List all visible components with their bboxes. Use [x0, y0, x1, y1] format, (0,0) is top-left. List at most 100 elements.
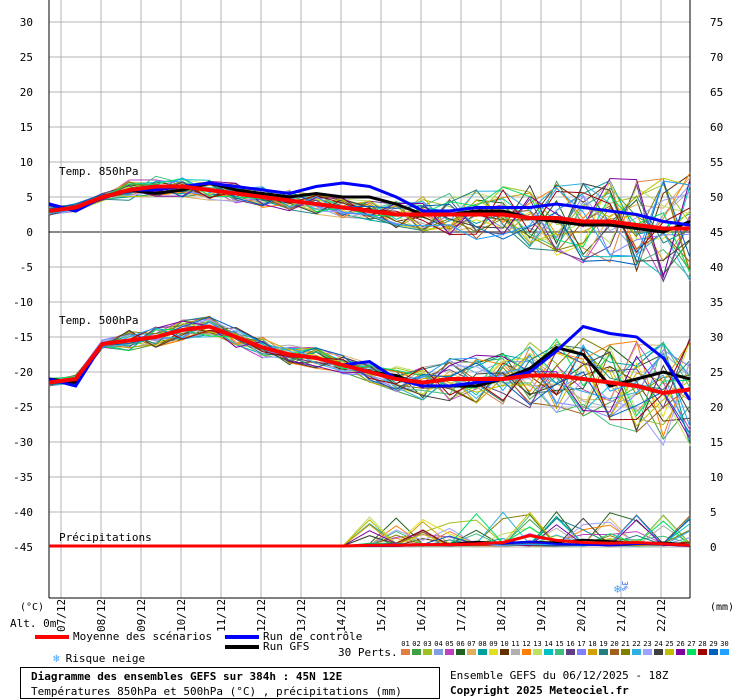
right-tick-label: 35: [710, 296, 723, 309]
right-tick-label: 75: [710, 16, 723, 29]
series-t850-line: [48, 181, 691, 234]
snow-risk-marker: 3% ❄: [614, 581, 629, 596]
perturbation-number: 18: [588, 640, 597, 648]
perturbation-number: 14: [544, 640, 553, 648]
perturbation-swatch: [412, 649, 421, 655]
perturbation-legend-item: 25: [664, 640, 675, 655]
perturbation-legend-item: 19: [598, 640, 609, 655]
perturbation-legend-item: 26: [675, 640, 686, 655]
x-tick-label: 20/12: [575, 599, 588, 632]
perturbation-number: 08: [478, 640, 487, 648]
perturbation-swatch: [434, 649, 443, 655]
x-axis: 07/12 08/12 09/12 10/12 11/12 12/12 13/12 14/12…: [55, 599, 668, 632]
legend-mean-label: Moyenne des scénarios: [73, 630, 213, 643]
perturbation-legend-item: 04: [433, 640, 444, 655]
perturbation-swatch: [577, 649, 586, 655]
perturbation-number: 10: [500, 640, 509, 648]
perturbation-line: [48, 315, 691, 403]
perturbation-swatch: [500, 649, 509, 655]
footer-run-info: Ensemble GEFS du 06/12/2025 - 18Z: [450, 669, 669, 682]
right-tick-label: 50: [710, 191, 723, 204]
perturbation-number: 04: [434, 640, 443, 648]
perturbation-swatch: [522, 649, 531, 655]
perturbation-swatch: [709, 649, 718, 655]
x-tick-label: 07/12: [55, 599, 68, 632]
right-axis-unit: (mm): [710, 602, 734, 613]
perturbation-legend-item: 02: [411, 640, 422, 655]
perturbation-legend-item: 05: [444, 640, 455, 655]
perturbation-swatch: [467, 649, 476, 655]
perturbation-number: 02: [412, 640, 421, 648]
snowflake-icon: ❄: [53, 652, 60, 665]
footer-title-box: Diagramme des ensembles GEFS sur 384h : …: [20, 667, 440, 699]
x-tick-label: 15/12: [375, 599, 388, 632]
perturbation-swatch: [599, 649, 608, 655]
left-tick-label: 5: [26, 191, 33, 204]
left-axis: 30 25 20 15 10 5 0 -5 -10 -15 -20 -25 -30 -35 -40 -45: [13, 16, 33, 554]
perturbation-legend-item: 13: [532, 640, 543, 655]
perturbation-swatch: [687, 649, 696, 655]
grid: [48, 0, 691, 599]
perturbation-legend-item: 23: [642, 640, 653, 655]
perturbation-swatch: [401, 649, 410, 655]
perturbation-swatch: [720, 649, 729, 655]
perturbation-number: 16: [566, 640, 575, 648]
perturbation-number: 06: [456, 640, 465, 648]
x-tick-label: 22/12: [655, 599, 668, 632]
perturbation-legend-item: 29: [708, 640, 719, 655]
series-t500-line: [48, 324, 691, 396]
perturbation-swatch: [445, 649, 454, 655]
perturbation-legend-item: 18: [587, 640, 598, 655]
legend-control: Run de contrôle: [225, 630, 362, 643]
left-tick-label: -30: [13, 436, 33, 449]
series-t850-line: [48, 181, 691, 227]
left-tick-label: 20: [20, 86, 33, 99]
left-tick-label: -20: [13, 366, 33, 379]
legend-perts-label: 30 Perts.: [338, 646, 398, 659]
perturbation-legend-item: 15: [554, 640, 565, 655]
perturbation-swatch: [621, 649, 630, 655]
right-tick-label: 25: [710, 366, 723, 379]
perturbation-legend-item: 16: [565, 640, 576, 655]
perturbation-lines: [48, 172, 691, 547]
x-tick-label: 09/12: [135, 599, 148, 632]
perturbation-number: 15: [555, 640, 564, 648]
perturbation-swatch: [423, 649, 432, 655]
x-tick-label: 16/12: [415, 599, 428, 632]
snowflake-icon: ❄: [614, 582, 621, 596]
x-tick-label: 19/12: [535, 599, 548, 632]
legend-snow-label: Risque neige: [65, 652, 146, 665]
series-t850-line: [48, 184, 690, 231]
footer-subtitle: Températures 850hPa et 500hPa (°C) , pré…: [31, 685, 402, 698]
perturbation-legend-item: 28: [697, 640, 708, 655]
left-tick-label: 0: [26, 226, 33, 239]
left-tick-label: -10: [13, 296, 33, 309]
perturbation-legend-item: 27: [686, 640, 697, 655]
altitude-label: Alt. 0m: [10, 617, 57, 630]
label-precip: Précipitations: [59, 531, 152, 544]
left-tick-label: -35: [13, 471, 33, 484]
left-tick-label: -40: [13, 506, 33, 519]
legend-control-label: Run de contrôle: [263, 630, 363, 643]
perturbation-swatch: [643, 649, 652, 655]
perturbation-line: [48, 325, 691, 408]
left-tick-label: -25: [13, 401, 33, 414]
perturbation-legend-item: 22: [631, 640, 642, 655]
right-tick-label: 0: [710, 541, 717, 554]
x-tick-label: 12/12: [255, 599, 268, 632]
perturbation-number: 22: [632, 640, 641, 648]
left-axis-unit: (°C): [20, 602, 44, 613]
perturbation-legend-item: 10: [499, 640, 510, 655]
perturbation-legend-item: 30: [719, 640, 730, 655]
legend-mean: Moyenne des scénarios: [35, 630, 212, 643]
perturbation-swatch: [555, 649, 564, 655]
perturbation-number: 27: [687, 640, 696, 648]
footer-copyright: Copyright 2025 Meteociel.fr: [450, 684, 629, 697]
left-tick-label: 30: [20, 16, 33, 29]
footer-run-box: Ensemble GEFS du 06/12/2025 - 18Z Copyri…: [444, 667, 730, 699]
right-tick-label: 60: [710, 121, 723, 134]
left-tick-label: -45: [13, 541, 33, 554]
perturbation-number: 26: [676, 640, 685, 648]
